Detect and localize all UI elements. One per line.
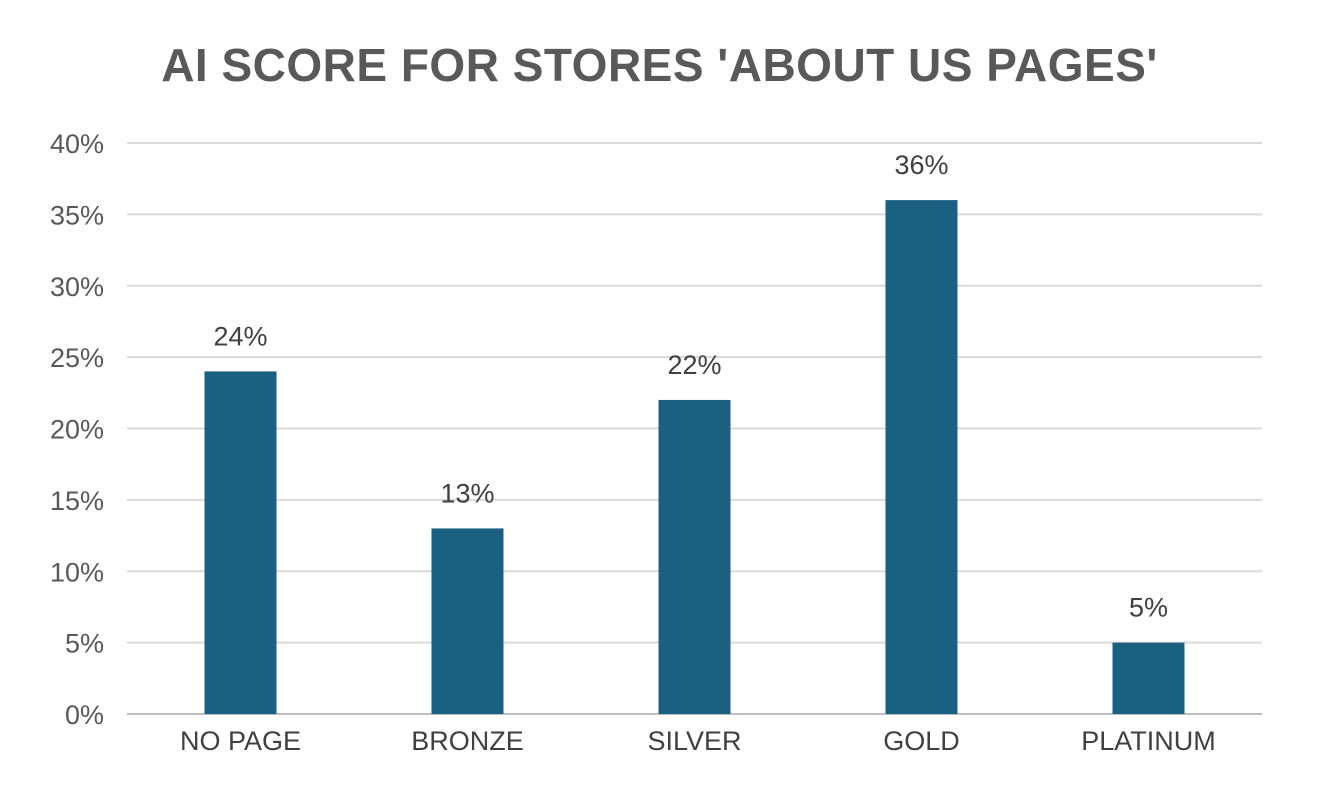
data-label: 5% <box>1129 593 1168 623</box>
y-tick-label: 25% <box>50 343 104 373</box>
bar <box>431 528 504 714</box>
data-label: 24% <box>213 321 267 351</box>
bar <box>204 371 277 714</box>
bar <box>885 200 958 715</box>
x-tick-label: BRONZE <box>411 726 524 756</box>
y-tick-label: 20% <box>50 415 104 445</box>
x-tick-label: GOLD <box>883 726 960 756</box>
y-tick-label: 10% <box>50 557 104 587</box>
x-tick-label: SILVER <box>647 726 741 756</box>
y-tick-label: 40% <box>50 129 104 159</box>
data-label: 22% <box>667 350 721 380</box>
y-tick-label: 30% <box>50 272 104 302</box>
data-label: 13% <box>440 478 494 508</box>
y-tick-label: 35% <box>50 200 104 230</box>
y-tick-label: 5% <box>65 629 104 659</box>
bar <box>1112 642 1185 714</box>
bar <box>658 399 731 714</box>
chart-title: AI SCORE FOR STORES 'ABOUT US PAGES' <box>161 39 1158 91</box>
x-tick-label: NO PAGE <box>180 726 301 756</box>
x-tick-label: PLATINUM <box>1081 726 1216 756</box>
y-tick-label: 15% <box>50 486 104 516</box>
data-label: 36% <box>894 150 948 180</box>
y-tick-label: 0% <box>65 700 104 730</box>
